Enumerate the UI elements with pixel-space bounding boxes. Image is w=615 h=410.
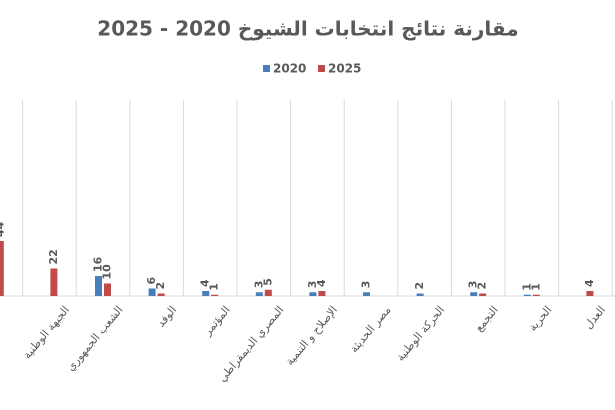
x-tick-label: مصر الحديثة bbox=[347, 303, 393, 355]
value-label: 6 bbox=[145, 277, 158, 285]
value-label: 4 bbox=[315, 279, 328, 287]
x-tick-label: الوفد bbox=[154, 304, 179, 330]
bar bbox=[586, 291, 594, 296]
value-label: 2 bbox=[476, 282, 489, 290]
x-tick-label: الحرية bbox=[526, 304, 554, 334]
value-label: 3 bbox=[467, 281, 480, 289]
bar bbox=[264, 289, 272, 296]
bar bbox=[211, 294, 219, 296]
bar bbox=[416, 293, 424, 296]
chart-title: مقارنة نتائج انتخابات الشيوخ 2020 - 2025 bbox=[97, 17, 518, 41]
bar bbox=[523, 294, 531, 296]
x-tick-label: الحركة الوطنية bbox=[394, 304, 447, 364]
x-tick-label: العدل bbox=[582, 304, 608, 332]
legend-label: 2020 bbox=[273, 62, 306, 76]
x-tick-label: المؤتمر bbox=[200, 304, 232, 339]
legend-swatch bbox=[318, 65, 325, 72]
value-label: 4 bbox=[199, 279, 212, 287]
bar bbox=[157, 293, 165, 296]
legend-swatch bbox=[263, 65, 270, 72]
legend-label: 2025 bbox=[328, 62, 361, 76]
bar bbox=[318, 291, 326, 296]
bar bbox=[148, 288, 156, 296]
bar bbox=[0, 241, 4, 296]
value-label: 3 bbox=[360, 281, 373, 289]
bar bbox=[479, 293, 487, 296]
value-label: 22 bbox=[47, 249, 60, 264]
bar bbox=[532, 294, 540, 296]
bar bbox=[309, 292, 317, 296]
x-tick-label: الشعب الجمهوري bbox=[64, 304, 126, 374]
bar bbox=[363, 292, 370, 296]
bar bbox=[95, 276, 102, 296]
value-label: 16 bbox=[92, 256, 105, 272]
value-label: 44 bbox=[0, 221, 6, 237]
value-label: 1 bbox=[529, 283, 542, 291]
bar bbox=[50, 268, 58, 296]
value-label: 2 bbox=[413, 282, 426, 290]
value-label: 3 bbox=[306, 281, 319, 289]
value-label: 10 bbox=[101, 264, 114, 280]
x-tick-label: التجمع bbox=[472, 304, 501, 335]
bar bbox=[202, 291, 210, 296]
x-tick-label: الجبهة الوطنية bbox=[20, 304, 72, 362]
x-tick-label: الإصلاح و التنمية bbox=[283, 304, 340, 368]
value-label: 4 bbox=[583, 279, 596, 287]
value-label: 5 bbox=[261, 278, 274, 286]
bar bbox=[255, 292, 263, 296]
value-label: 1 bbox=[520, 283, 533, 291]
bar bbox=[104, 283, 111, 296]
value-label: 3 bbox=[252, 281, 265, 289]
value-label: 1 bbox=[208, 283, 221, 291]
value-label: 2 bbox=[154, 282, 167, 290]
bar bbox=[470, 292, 478, 296]
